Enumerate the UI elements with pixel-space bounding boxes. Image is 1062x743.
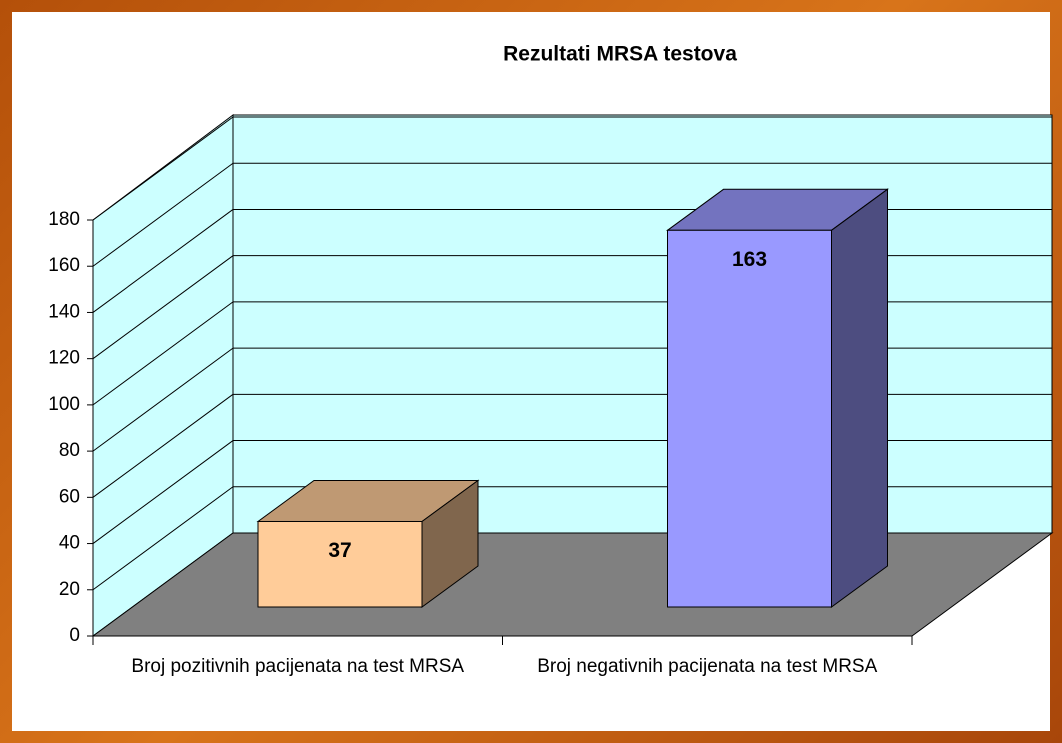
grid-line — [92, 162, 234, 267]
grid-line — [92, 209, 234, 313]
y-tick-label: 0 — [69, 625, 80, 646]
grid-line — [92, 393, 234, 498]
y-tick-label: 180 — [48, 209, 80, 230]
y-tick-label: 160 — [48, 255, 80, 276]
y-tick-label: 100 — [48, 394, 80, 415]
y-tick-label: 40 — [59, 533, 80, 554]
y-tick-label: 120 — [48, 348, 80, 369]
y-tick-label: 80 — [59, 440, 80, 461]
floor — [91, 532, 1054, 637]
grid-line — [92, 347, 234, 452]
y-tick-label: 60 — [59, 486, 80, 507]
grid-line — [92, 116, 234, 221]
y-tick-label: 20 — [59, 579, 80, 600]
data-label: 163 — [732, 248, 767, 271]
back-wall — [232, 114, 1053, 534]
x-tick-label: Broj pozitivnih pacijenata na test MRSA — [131, 656, 465, 677]
bar-side — [831, 188, 888, 608]
x-tick-label: Broj negativnih pacijenata na test MRSA — [537, 656, 878, 677]
bar — [257, 520, 423, 608]
y-tick-label: 140 — [48, 301, 80, 322]
grid-line — [92, 255, 234, 360]
grid-line — [92, 301, 234, 406]
bar — [667, 229, 832, 608]
grid-line — [92, 486, 234, 591]
data-label: 37 — [328, 539, 351, 562]
chart-title: Rezultati MRSA testova — [503, 43, 737, 66]
grid-line — [92, 440, 234, 544]
